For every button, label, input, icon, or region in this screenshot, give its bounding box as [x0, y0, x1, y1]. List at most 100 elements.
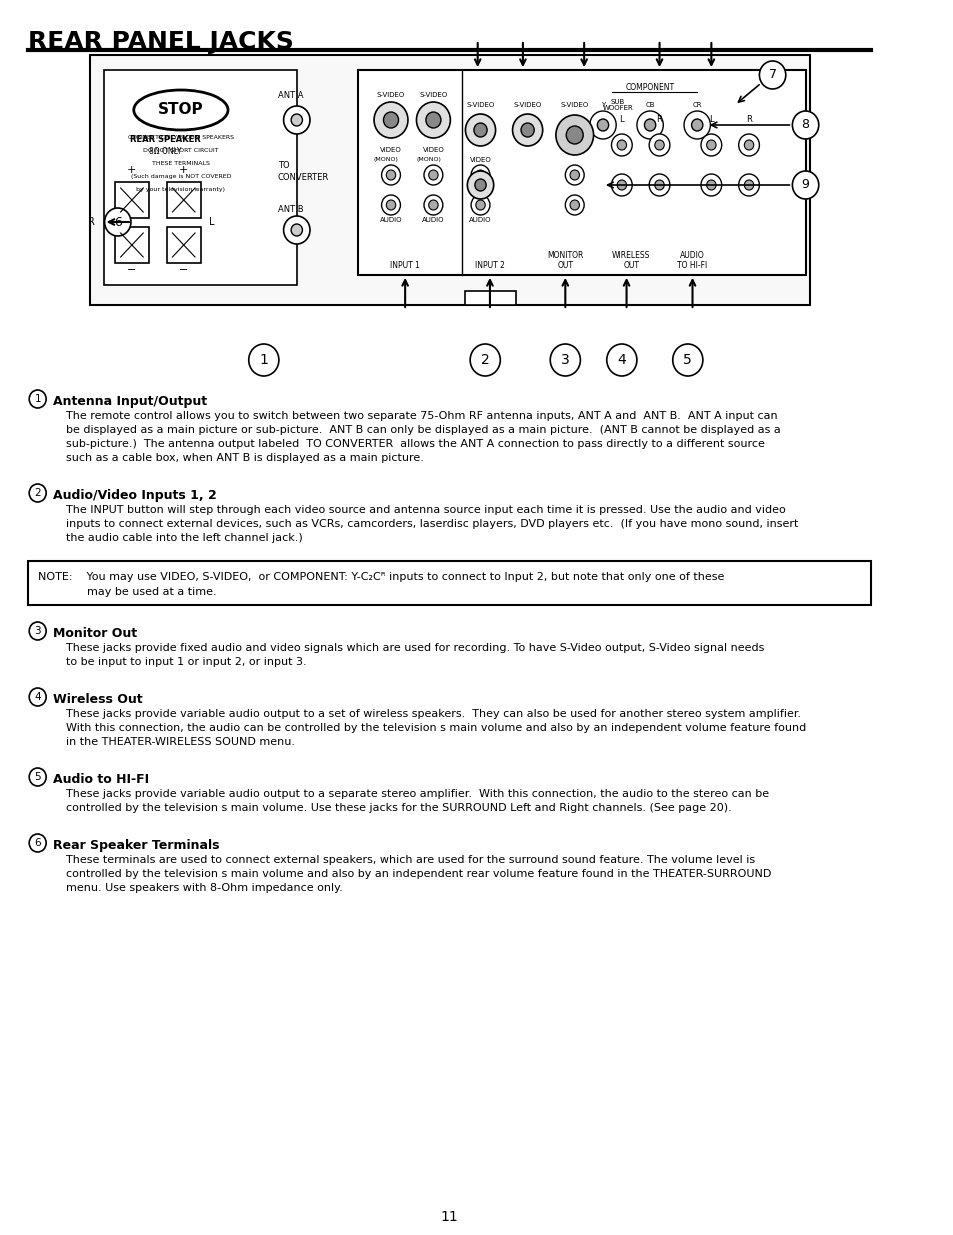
- Text: R: R: [656, 116, 661, 125]
- Circle shape: [283, 106, 310, 135]
- Circle shape: [512, 114, 542, 146]
- Text: S-VIDEO: S-VIDEO: [560, 103, 588, 107]
- Circle shape: [381, 165, 400, 185]
- Bar: [357, 70, 804, 275]
- Circle shape: [476, 200, 485, 210]
- Circle shape: [291, 114, 302, 126]
- Bar: [90, 56, 809, 305]
- Text: These jacks provide variable audio output to a separate stereo amplifier.  With : These jacks provide variable audio outpu…: [66, 789, 768, 799]
- Circle shape: [566, 126, 582, 144]
- Bar: [29, 561, 870, 605]
- Circle shape: [386, 200, 395, 210]
- Text: CR: CR: [692, 103, 701, 107]
- Circle shape: [792, 170, 818, 199]
- Text: The remote control allows you to switch between two separate 75-Ohm RF antenna i: The remote control allows you to switch …: [66, 411, 777, 421]
- Text: (MONO): (MONO): [374, 158, 398, 163]
- Text: Wireless Out: Wireless Out: [52, 693, 142, 706]
- Circle shape: [249, 345, 278, 375]
- Circle shape: [30, 768, 46, 785]
- Text: Monitor Out: Monitor Out: [52, 627, 136, 640]
- Text: may be used at a time.: may be used at a time.: [38, 587, 216, 597]
- Circle shape: [467, 170, 494, 199]
- Circle shape: [520, 124, 534, 137]
- Circle shape: [428, 200, 437, 210]
- Circle shape: [738, 135, 759, 156]
- Circle shape: [743, 140, 753, 149]
- Circle shape: [706, 180, 716, 190]
- Text: AUDIO: AUDIO: [469, 217, 491, 224]
- Text: R: R: [88, 217, 94, 227]
- Circle shape: [611, 174, 632, 196]
- Text: L: L: [618, 116, 623, 125]
- Circle shape: [428, 170, 437, 180]
- Circle shape: [30, 622, 46, 640]
- Circle shape: [291, 224, 302, 236]
- Circle shape: [654, 180, 663, 190]
- Text: (Such damage is NOT COVERED: (Such damage is NOT COVERED: [131, 174, 231, 179]
- Text: Audio to HI-FI: Audio to HI-FI: [52, 773, 149, 785]
- Text: 3: 3: [34, 626, 41, 636]
- Text: 4: 4: [617, 353, 625, 367]
- Circle shape: [570, 200, 578, 210]
- Circle shape: [105, 207, 131, 236]
- Circle shape: [471, 165, 490, 185]
- Circle shape: [416, 103, 450, 138]
- Text: The INPUT button will step through each video source and antenna source input ea: The INPUT button will step through each …: [66, 505, 785, 515]
- Circle shape: [648, 174, 669, 196]
- Text: −: −: [179, 266, 188, 275]
- Text: S-VIDEO: S-VIDEO: [376, 91, 405, 98]
- Circle shape: [386, 170, 395, 180]
- Bar: [167, 227, 200, 263]
- Text: be displayed as a main picture or sub-picture.  ANT B can only be displayed as a: be displayed as a main picture or sub-pi…: [66, 425, 780, 435]
- Circle shape: [654, 140, 663, 149]
- Text: controlled by the television s main volume. Use these jacks for the SURROUND Lef: controlled by the television s main volu…: [66, 803, 731, 813]
- Bar: [114, 182, 149, 219]
- Text: L: L: [708, 116, 713, 125]
- Circle shape: [470, 345, 499, 375]
- Text: CONVERTER: CONVERTER: [277, 173, 329, 183]
- Text: 3: 3: [560, 353, 569, 367]
- Bar: [114, 227, 149, 263]
- Text: VIDEO: VIDEO: [422, 147, 444, 153]
- Text: 1: 1: [259, 353, 268, 367]
- Ellipse shape: [133, 90, 228, 130]
- Circle shape: [683, 111, 710, 140]
- Text: NOTE:    You may use VIDEO, S-VIDEO,  or COMPONENT: Y-C₂Cᴿ inputs to connect to : NOTE: You may use VIDEO, S-VIDEO, or COM…: [38, 572, 723, 582]
- Circle shape: [465, 114, 495, 146]
- Text: S-VIDEO: S-VIDEO: [418, 91, 447, 98]
- Text: 9: 9: [801, 179, 809, 191]
- Text: With this connection, the audio can be controlled by the television s main volum: With this connection, the audio can be c…: [66, 722, 805, 734]
- Circle shape: [700, 174, 721, 196]
- Circle shape: [476, 170, 485, 180]
- Text: S-VIDEO: S-VIDEO: [466, 103, 494, 107]
- Text: inputs to connect external devices, such as VCRs, camcorders, laserdisc players,: inputs to connect external devices, such…: [66, 519, 798, 529]
- Text: 5: 5: [34, 772, 41, 782]
- Text: L: L: [209, 217, 214, 227]
- Circle shape: [792, 111, 818, 140]
- Circle shape: [743, 180, 753, 190]
- Circle shape: [738, 174, 759, 196]
- Circle shape: [30, 688, 46, 706]
- Text: 6: 6: [113, 215, 122, 228]
- Text: 5: 5: [682, 353, 692, 367]
- Text: INPUT 2: INPUT 2: [475, 261, 504, 270]
- Circle shape: [30, 834, 46, 852]
- Text: +: +: [127, 165, 136, 175]
- Text: AUDIO: AUDIO: [379, 217, 402, 224]
- Circle shape: [423, 195, 442, 215]
- Circle shape: [617, 180, 626, 190]
- Circle shape: [383, 112, 398, 128]
- Text: WIRELESS
OUT: WIRELESS OUT: [612, 251, 650, 270]
- Text: INPUT 1: INPUT 1: [390, 261, 419, 270]
- Circle shape: [474, 124, 487, 137]
- Text: in the THEATER-WIRELESS SOUND menu.: in the THEATER-WIRELESS SOUND menu.: [66, 737, 294, 747]
- Text: sub-picture.)  The antenna output labeled  TO CONVERTER  allows the ANT A connec: sub-picture.) The antenna output labeled…: [66, 438, 764, 450]
- Text: 2: 2: [34, 488, 41, 498]
- Text: VIDEO: VIDEO: [469, 157, 491, 163]
- Circle shape: [617, 140, 626, 149]
- Text: THESE TERMINALS: THESE TERMINALS: [152, 161, 210, 165]
- Text: AUDIO: AUDIO: [422, 217, 444, 224]
- Text: Audio/Video Inputs 1, 2: Audio/Video Inputs 1, 2: [52, 489, 216, 501]
- Circle shape: [644, 119, 655, 131]
- Text: STOP: STOP: [158, 103, 204, 117]
